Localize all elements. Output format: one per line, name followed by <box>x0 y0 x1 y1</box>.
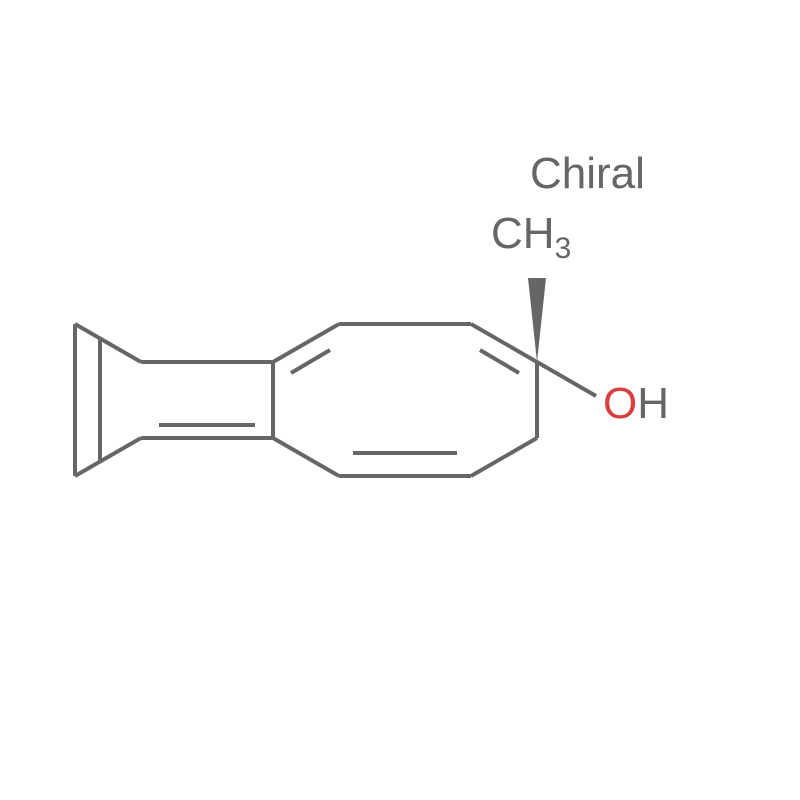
bond <box>75 438 141 476</box>
bond <box>75 324 141 362</box>
ch3-label: CH3 <box>491 209 571 265</box>
bond <box>537 362 596 396</box>
oh-label: OH <box>603 379 669 428</box>
structure-canvas: Chiral CH3 OH <box>0 0 800 800</box>
bond <box>273 438 339 476</box>
molecule-svg: Chiral CH3 OH <box>0 0 800 800</box>
chiral-label: Chiral <box>530 149 645 198</box>
bond <box>291 350 330 373</box>
wedge-bond <box>528 278 546 362</box>
bond <box>273 324 339 362</box>
bond <box>471 438 537 476</box>
bond <box>471 324 537 362</box>
bond <box>480 350 519 373</box>
